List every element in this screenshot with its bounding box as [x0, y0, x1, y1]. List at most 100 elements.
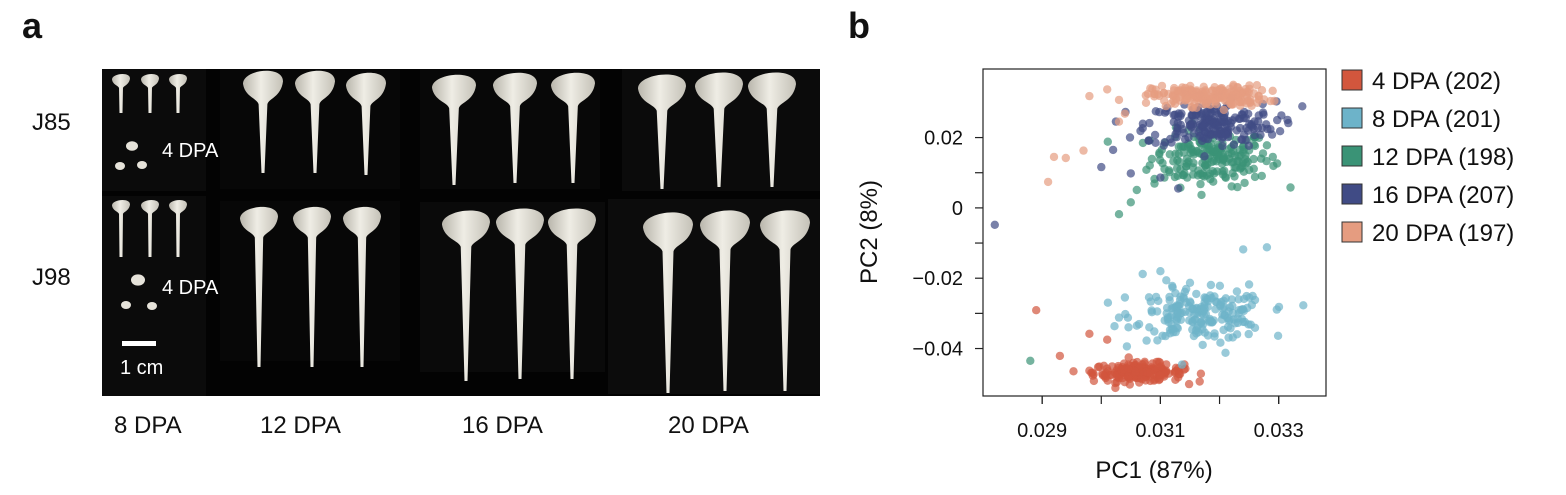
row-label-j85: J85 [32, 109, 71, 136]
scatter-point [1219, 325, 1228, 335]
scatter-point [1186, 148, 1195, 158]
scatter-point [1266, 96, 1275, 106]
scatter-point [1175, 299, 1184, 309]
scatter-point [1114, 95, 1124, 105]
scatter-point [1061, 153, 1070, 163]
scatter-point [1218, 141, 1227, 151]
seed [700, 210, 750, 391]
scatter-point [1244, 320, 1253, 329]
scatter-point [1219, 154, 1229, 163]
scatter-point [1107, 370, 1116, 380]
scatter-point [1026, 356, 1035, 365]
scatter-point [1150, 89, 1159, 99]
legend-swatch [1341, 69, 1363, 91]
scatter-point [1221, 348, 1230, 357]
scatter-point [1179, 148, 1188, 157]
scatter-point [1177, 360, 1187, 369]
scatter-point [1239, 306, 1248, 316]
scatter-point [1233, 83, 1243, 92]
scatter-point [1178, 125, 1187, 134]
scatter-point [1239, 130, 1249, 140]
scatter-point [1196, 369, 1206, 378]
legend-label: 16 DPA (207) [1372, 182, 1514, 209]
scatter-point [1240, 178, 1249, 188]
scatter-point [1157, 81, 1167, 91]
seed [638, 74, 686, 189]
scatter-point [1227, 158, 1236, 167]
scatter-point [1224, 316, 1234, 325]
scatter-point [1165, 168, 1174, 177]
scatter-point [1249, 124, 1258, 134]
scatter-point [1195, 377, 1204, 386]
legend-swatch [1341, 107, 1363, 129]
seed [243, 70, 283, 173]
scatter-point [1206, 280, 1216, 290]
scatter-point [1097, 162, 1106, 172]
scatter-point [1193, 323, 1202, 333]
scatter-point [1165, 325, 1175, 334]
y-axis: 0.02 0 −0.02 −0.04 [912, 128, 983, 361]
scatter-point [1298, 102, 1307, 111]
seed [169, 200, 187, 257]
x-axis-title: PC1 (87%) [1095, 457, 1212, 484]
scatter-point [1246, 95, 1255, 104]
scatter-point [1114, 117, 1124, 126]
scatter-point [1210, 332, 1219, 341]
seed [343, 206, 381, 367]
scatter-point [1256, 130, 1265, 140]
seed-4dpa [121, 301, 131, 309]
scatter-point [1210, 83, 1219, 92]
column-label-20dpa: 20 DPA [668, 412, 749, 439]
scatter-point [1250, 295, 1260, 305]
seed-4dpa [126, 141, 138, 151]
scatter-point [1032, 306, 1041, 315]
scatter-point [1257, 171, 1266, 181]
scatter-point [1205, 318, 1215, 327]
scatter-point [1272, 159, 1282, 168]
y-axis-title: PC2 (8%) [856, 180, 883, 284]
scatter-point [1162, 360, 1171, 369]
scatter-point [1228, 169, 1237, 178]
scatter-point [1244, 280, 1254, 289]
pca-scatter-chart: 0.029 0.031 0.033 0.02 0 −0.02 −0.04 PC1 (87%… [845, 0, 1566, 490]
scatter-point [1202, 162, 1211, 172]
scatter-point [1102, 364, 1112, 373]
seed-specimens [112, 70, 810, 393]
scatter-point [1211, 121, 1221, 130]
scatter-point [1156, 267, 1165, 276]
scatter-point [1198, 340, 1207, 350]
scatter-point [1299, 301, 1308, 310]
seed [141, 200, 159, 257]
scatter-point [1220, 310, 1229, 320]
legend-label: 12 DPA (198) [1372, 144, 1514, 171]
scatter-point [1188, 317, 1197, 326]
scatter-point [1196, 112, 1205, 121]
scatter-point [1114, 210, 1124, 219]
scatter-point [1229, 140, 1239, 149]
scatter-point [1239, 294, 1249, 304]
scatter-point [1184, 379, 1194, 389]
scatter-point [1165, 150, 1174, 159]
x-axis: 0.029 0.031 0.033 [1017, 396, 1304, 442]
scatter-point [1173, 171, 1182, 180]
scatter-point [1147, 154, 1157, 164]
scatter-point [1200, 304, 1209, 313]
scatter-point [1241, 113, 1250, 123]
scatter-point [1250, 323, 1260, 332]
scatter-point [1110, 322, 1119, 331]
seed [169, 74, 187, 113]
scatter-point [1244, 141, 1254, 150]
scatter-point [1172, 164, 1182, 173]
scatter-point [1230, 151, 1240, 160]
y-tick-label: 0 [952, 198, 963, 220]
scatter-point [1176, 111, 1185, 121]
seed [112, 74, 130, 113]
scatter-point [1085, 366, 1094, 375]
scatter-point [1103, 298, 1113, 307]
scatter-point [1159, 141, 1168, 150]
scatter-point [1232, 126, 1242, 135]
seed-4dpa [137, 161, 147, 169]
scatter-point [1220, 122, 1229, 132]
scatter-point [1154, 296, 1163, 306]
scatter-point [1055, 351, 1065, 361]
